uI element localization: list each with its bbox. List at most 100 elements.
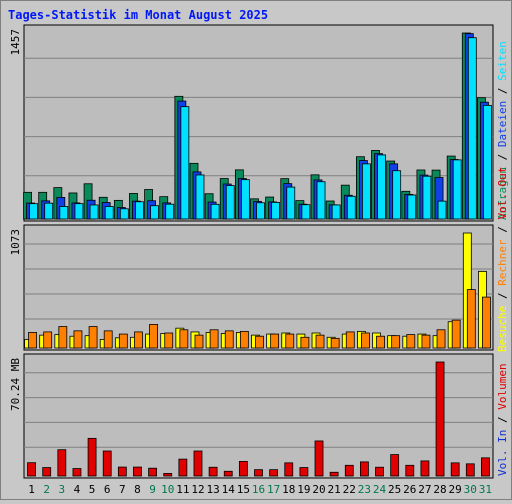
legend-hits-separator: /: [496, 81, 509, 101]
day-label-12: 12: [191, 483, 204, 496]
bar-volumen-day-9: [148, 467, 157, 477]
bar-seiten-day-19: [301, 204, 311, 220]
day-label-19: 19: [297, 483, 310, 496]
day-label-14: 14: [222, 483, 236, 496]
bar-rechner-day-29: [451, 319, 461, 349]
bar-seiten-day-13: [210, 203, 220, 220]
bar-volumen-day-29: [450, 462, 460, 477]
bar-seiten-day-24: [377, 154, 386, 220]
legend-volume: Vol. In / Volumen: [496, 363, 509, 476]
bar-seiten-day-30: [467, 37, 477, 220]
bar-rechner-day-10: [164, 332, 174, 349]
bar-rechner-day-13: [209, 329, 219, 349]
bar-seiten-day-29: [452, 159, 462, 220]
bar-rechner-day-27: [421, 334, 431, 349]
bar-volumen-day-15: [238, 460, 248, 477]
bar-rechner-day-23: [361, 332, 370, 349]
bar-rechner-day-30: [466, 289, 476, 349]
bar-seiten-day-5: [89, 204, 99, 220]
bar-seiten-day-18: [286, 186, 296, 220]
day-label-28: 28: [433, 483, 446, 496]
legend-hits-item-dateien: Dateien: [496, 101, 509, 147]
day-label-13: 13: [206, 483, 219, 496]
bar-rechner-day-7: [118, 333, 128, 349]
bar-volumen-day-2: [42, 467, 52, 477]
bar-seiten-day-6: [104, 206, 114, 220]
bar-volumen-day-23: [360, 461, 369, 477]
legend-hits-item-seiten: Seiten: [496, 41, 509, 81]
bar-volumen-day-8: [133, 466, 142, 477]
bar-volumen-day-30: [465, 463, 475, 477]
bar-volumen-day-19: [299, 467, 309, 477]
day-label-24: 24: [373, 483, 387, 496]
bar-volumen-day-6: [102, 450, 112, 477]
bar-seiten-day-31: [483, 104, 492, 220]
day-label-3: 3: [59, 483, 66, 496]
bar-seiten-day-10: [165, 203, 175, 220]
day-label-2: 2: [43, 483, 50, 496]
day-label-26: 26: [403, 483, 416, 496]
day-label-15: 15: [237, 483, 250, 496]
day-label-21: 21: [328, 483, 341, 496]
bar-rechner-day-24: [376, 335, 385, 349]
bar-rechner-day-31: [482, 296, 491, 349]
legend-hits-separator: /: [496, 147, 509, 167]
day-label-11: 11: [176, 483, 189, 496]
legend-hits: Anfragen / Dateien / Seiten: [496, 41, 509, 220]
bar-seiten-day-21: [331, 204, 341, 220]
day-label-10: 10: [161, 483, 174, 496]
day-label-31: 31: [479, 483, 492, 496]
bar-volumen-day-18: [284, 462, 294, 477]
bar-seiten-day-1: [29, 203, 38, 220]
bar-rechner-day-14: [224, 330, 234, 349]
bar-rechner-day-11: [179, 329, 189, 349]
bar-rechner-day-1: [28, 332, 37, 349]
bar-volumen-day-11: [178, 458, 188, 477]
hits-plot-area: [23, 24, 494, 222]
bar-rechner-day-28: [436, 329, 446, 349]
legend-volume-separator: /: [496, 410, 509, 430]
legend-volume-item-volumen: Volumen: [496, 363, 509, 409]
bar-rechner-day-16: [255, 335, 264, 349]
panel-hits: 1457: [9, 24, 494, 222]
bar-volumen-day-17: [269, 469, 279, 477]
bar-seiten-day-8: [135, 201, 144, 220]
bar-rechner-day-18: [285, 333, 295, 349]
bar-rechner-day-17: [270, 333, 280, 349]
bar-seiten-day-22: [346, 195, 356, 220]
hits-ymax-label: 1457: [9, 29, 22, 56]
bar-rechner-day-21: [330, 337, 340, 349]
day-label-22: 22: [343, 483, 356, 496]
chart-title: Tages-Statistik im Monat August 2025: [8, 8, 268, 22]
bar-seiten-day-14: [225, 185, 235, 220]
day-label-20: 20: [312, 483, 325, 496]
bar-seiten-day-12: [195, 174, 205, 220]
bar-volumen-day-1: [27, 462, 36, 477]
legend-visits-item-rechner: Rechner: [496, 239, 509, 286]
bar-volumen-day-24: [375, 466, 384, 477]
bar-seiten-day-17: [271, 202, 281, 220]
legend-visits-separator: /: [496, 286, 509, 306]
bar-volumen-day-31: [481, 457, 490, 477]
bar-seiten-day-28: [437, 200, 447, 220]
bar-rechner-day-3: [58, 326, 68, 349]
day-label-17: 17: [267, 483, 280, 496]
bar-volumen-day-28: [435, 361, 445, 477]
bar-seiten-day-2: [44, 202, 54, 220]
bar-seiten-day-20: [316, 181, 326, 220]
day-label-16: 16: [252, 483, 265, 496]
bar-rechner-day-25: [391, 335, 401, 349]
bar-rechner-day-5: [88, 326, 98, 349]
bar-volumen-day-12: [193, 450, 203, 477]
bar-seiten-day-26: [407, 194, 417, 220]
bar-seiten-day-15: [240, 179, 250, 220]
legend-visits-separator: /: [496, 220, 509, 240]
bar-volumen-day-21: [329, 471, 339, 477]
day-label-29: 29: [449, 483, 462, 496]
bar-rechner-day-20: [315, 334, 325, 349]
bar-seiten-day-11: [180, 106, 190, 220]
legend-visits: Besuche / Rechner / Vol. Out: [496, 167, 509, 352]
day-label-25: 25: [388, 483, 401, 496]
bar-seiten-day-16: [256, 202, 265, 220]
